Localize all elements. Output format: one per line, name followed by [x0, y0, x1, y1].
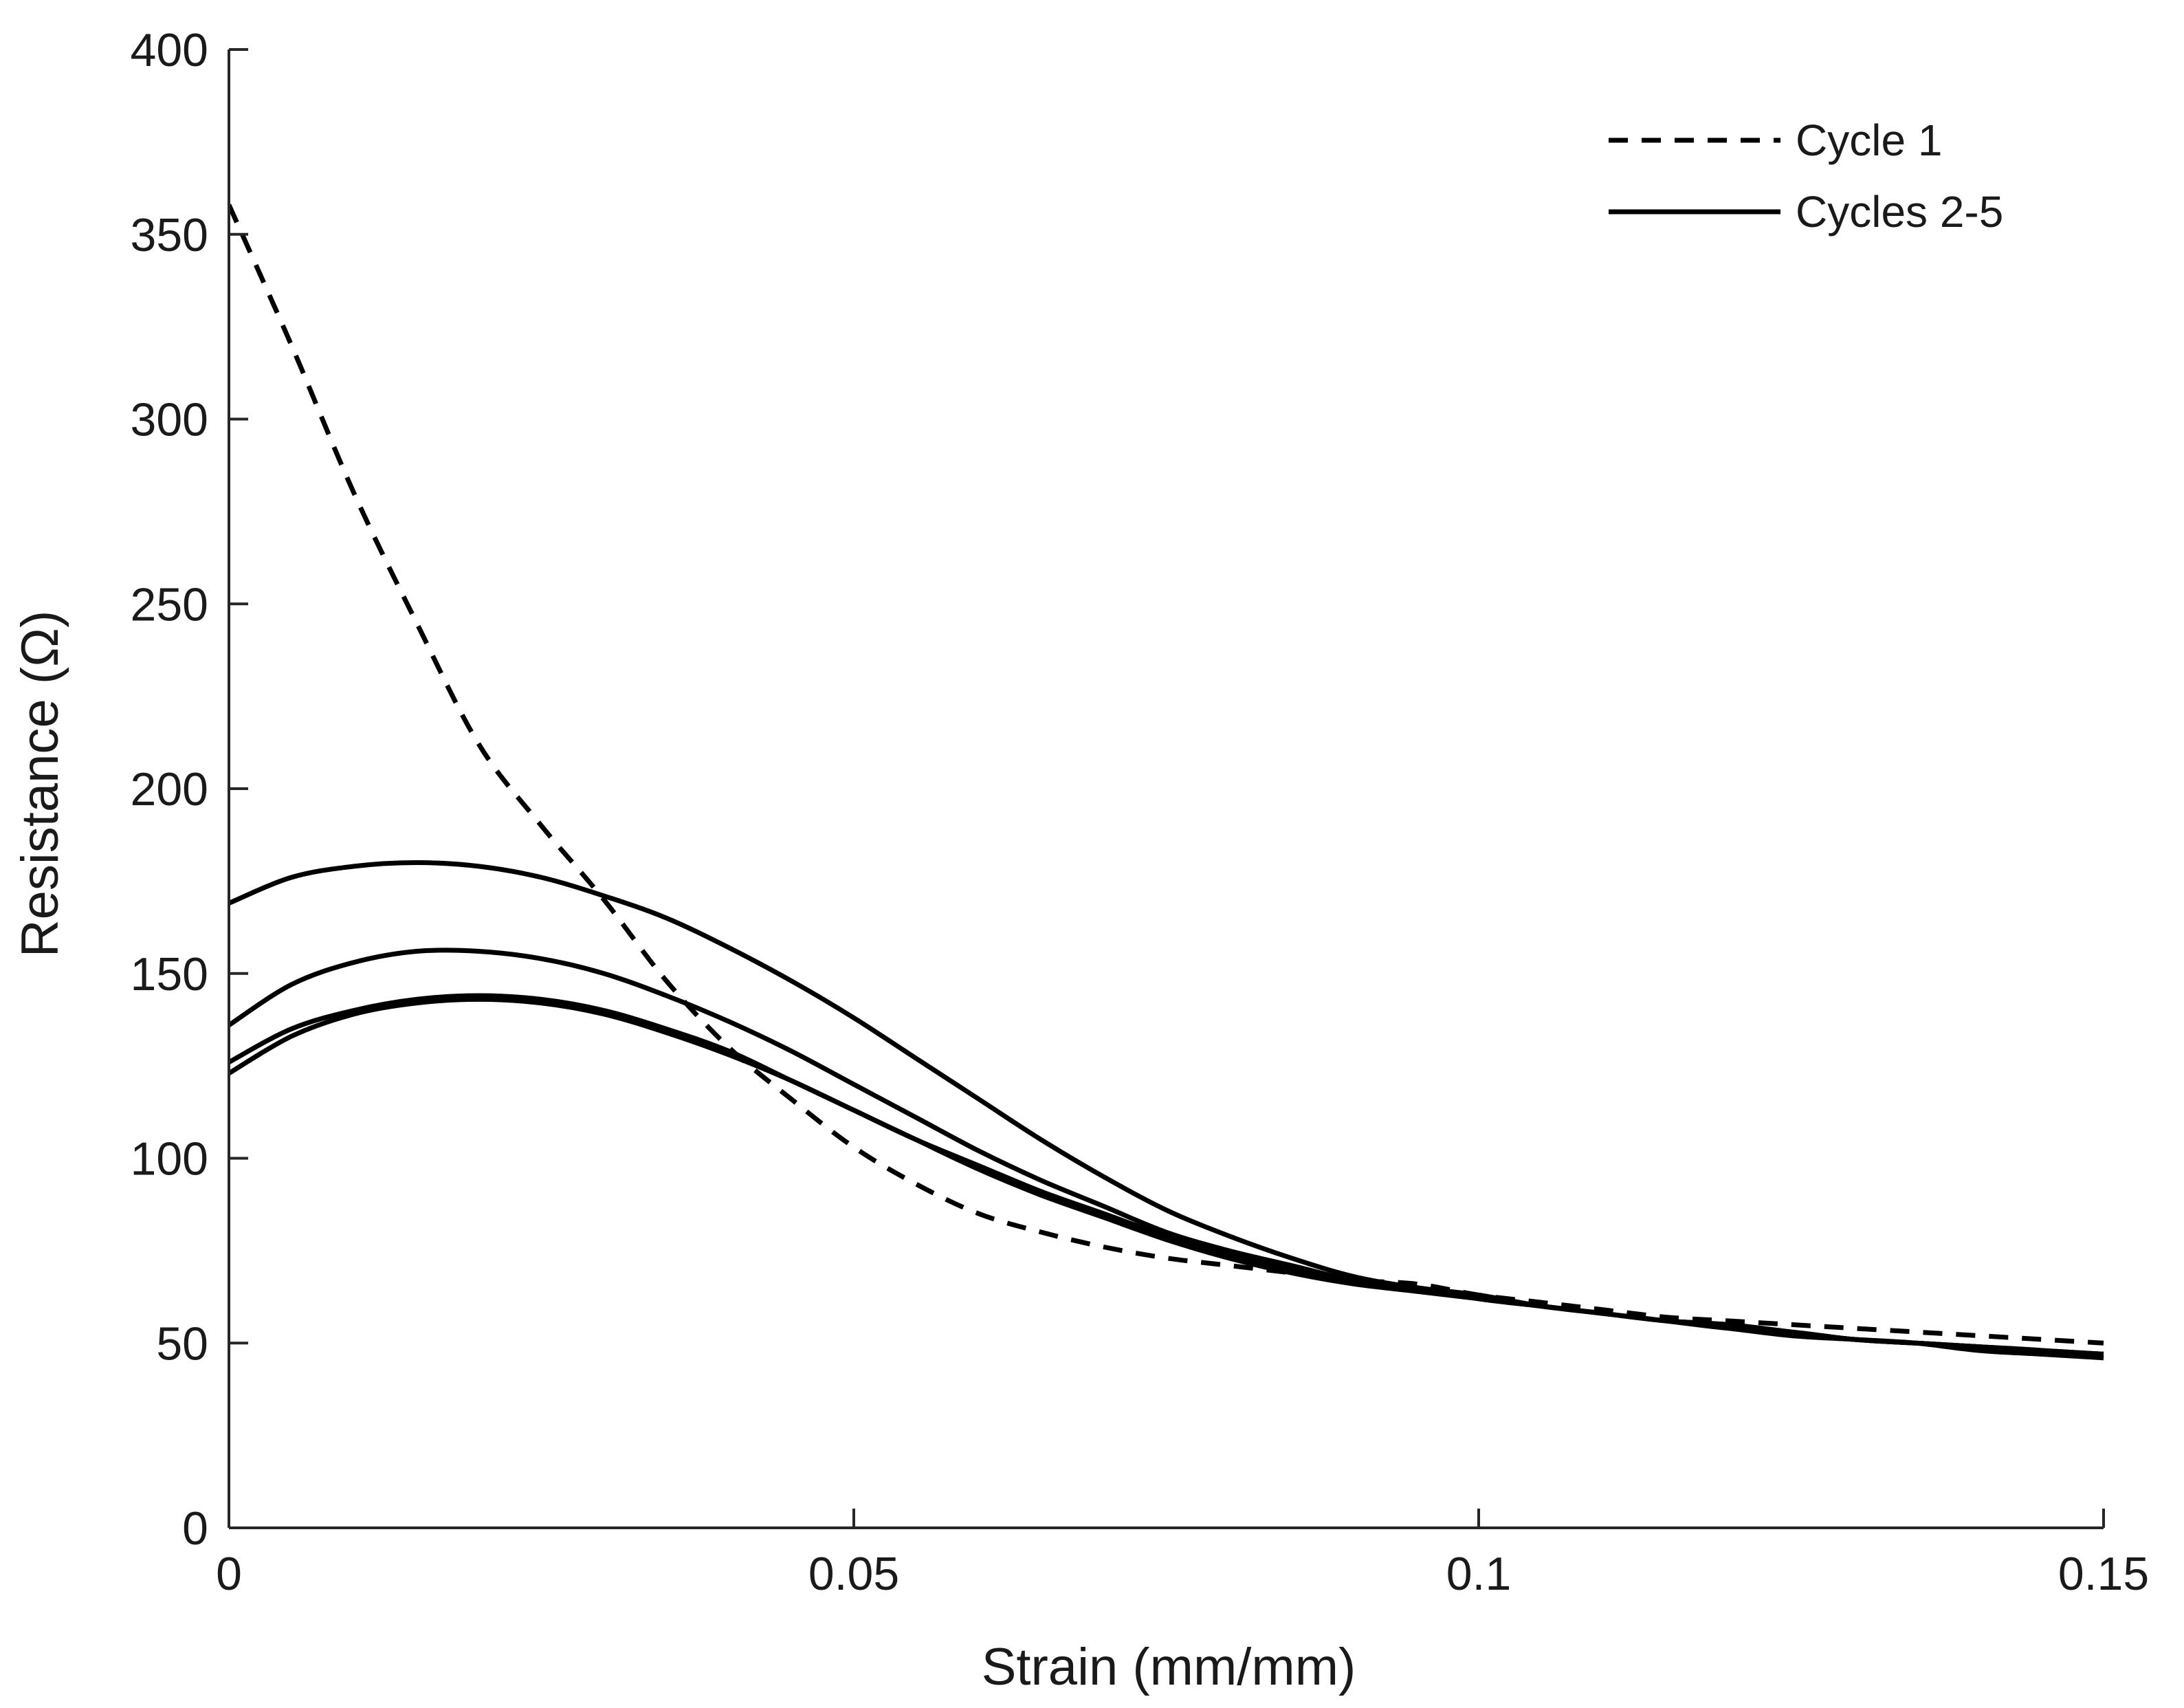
y-tick-label: 0 — [182, 1502, 208, 1555]
series-line-cycle-5 — [229, 996, 2104, 1361]
y-tick-label: 150 — [131, 948, 208, 1000]
y-tick-label: 400 — [131, 24, 208, 76]
y-tick-label: 100 — [131, 1133, 208, 1185]
y-tick-label: 200 — [131, 763, 208, 815]
x-tick-label: 0 — [216, 1548, 242, 1600]
y-tick-label: 50 — [156, 1317, 208, 1370]
legend-label: Cycle 1 — [1796, 116, 1942, 165]
series-line-cycle-1 — [229, 204, 2104, 1346]
x-tick-label: 0.15 — [2058, 1548, 2149, 1600]
series-line-cycle-4 — [229, 993, 2104, 1361]
series-line-cycle-3 — [229, 948, 2104, 1357]
x-axis-title: Strain (mm/mm) — [982, 1638, 1356, 1696]
plot-area — [229, 204, 2104, 1361]
legend-label: Cycles 2-5 — [1796, 187, 2003, 237]
series-line-cycle-2 — [229, 860, 2104, 1357]
y-axis-title: Resistance (Ω) — [11, 611, 69, 958]
axes: 0 0.05 0.1 0.15 0 50 100 150 200 250 300 350 400 — [131, 24, 2150, 1600]
x-tick-label: 0.05 — [808, 1548, 899, 1600]
y-tick-label: 300 — [131, 394, 208, 446]
legend: Cycle 1 Cycles 2-5 — [1609, 116, 2003, 237]
y-tick-label: 350 — [131, 209, 208, 261]
x-tick-label: 0.1 — [1446, 1548, 1512, 1600]
y-tick-label: 250 — [131, 578, 208, 631]
